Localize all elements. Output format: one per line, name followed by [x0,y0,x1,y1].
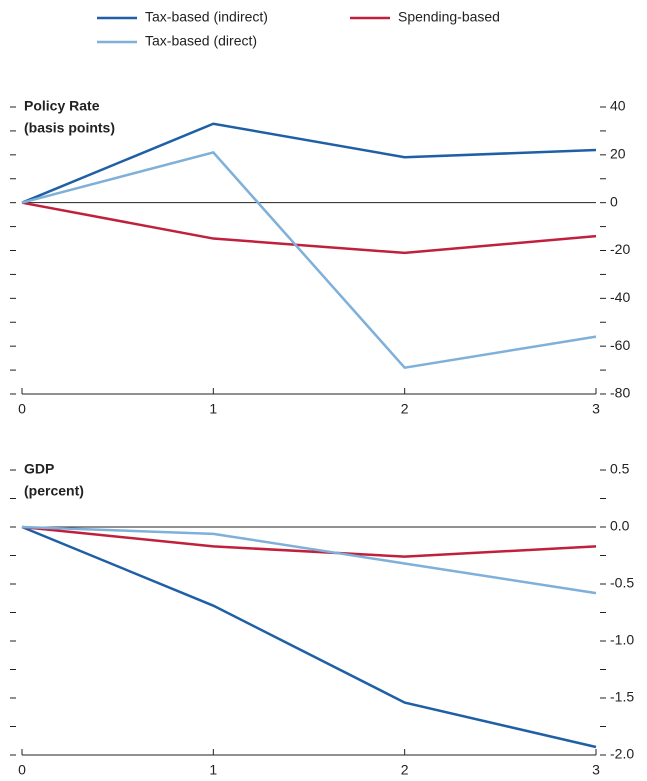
y-tick-label: 40 [610,98,626,114]
series-line [21,201,597,255]
series-line [21,525,597,749]
x-tick-label: 3 [592,401,600,417]
x-tick-label: 3 [592,762,600,778]
y-tick-label: -2.0 [610,746,634,762]
series-line [21,525,597,595]
y-tick-label: -40 [610,289,630,305]
x-tick-label: 0 [18,762,26,778]
y-tick-label: 20 [610,146,626,162]
series-line [21,151,597,370]
panel-subtitle: (basis points) [24,120,115,136]
panel-title: GDP [24,461,54,477]
y-tick-label: -1.0 [610,632,634,648]
y-tick-label: -80 [610,385,630,401]
panel-subtitle: (percent) [24,483,84,499]
y-tick-label: 0.0 [610,518,630,534]
x-tick-label: 2 [401,401,409,417]
legend-label: Tax-based (indirect) [145,9,268,25]
y-tick-label: -0.5 [610,575,634,591]
panel-title: Policy Rate [24,98,100,114]
y-tick-label: -1.5 [610,689,634,705]
legend-label: Spending-based [398,9,500,25]
x-tick-label: 1 [209,401,217,417]
y-tick-label: 0.5 [610,461,630,477]
series-line [21,122,597,204]
series-line [21,525,597,558]
x-tick-label: 1 [209,762,217,778]
legend-label: Tax-based (direct) [145,33,257,49]
y-tick-label: 0 [610,193,618,209]
x-tick-label: 0 [18,401,26,417]
y-tick-label: -20 [610,241,630,257]
y-tick-label: -60 [610,337,630,353]
x-tick-label: 2 [401,762,409,778]
